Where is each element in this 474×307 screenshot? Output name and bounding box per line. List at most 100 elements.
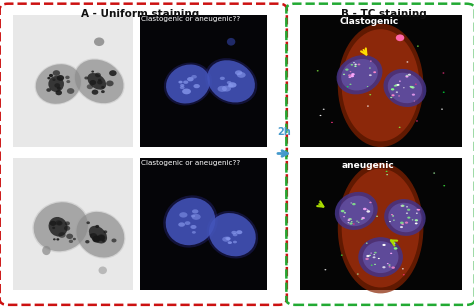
Ellipse shape [48,217,68,237]
Ellipse shape [365,258,369,260]
Ellipse shape [102,239,105,242]
Ellipse shape [369,255,371,256]
Ellipse shape [178,81,182,84]
Ellipse shape [347,219,350,221]
Ellipse shape [383,244,386,246]
Ellipse shape [392,215,394,217]
Ellipse shape [416,120,418,122]
Ellipse shape [209,213,256,256]
Ellipse shape [57,221,63,226]
Ellipse shape [220,77,225,80]
Ellipse shape [90,233,97,239]
Ellipse shape [391,88,394,91]
Ellipse shape [225,237,230,240]
Text: B - TC staining: B - TC staining [341,9,427,19]
Ellipse shape [207,211,258,258]
Ellipse shape [341,59,378,91]
Ellipse shape [193,84,200,88]
Ellipse shape [415,223,418,224]
Ellipse shape [341,255,343,256]
Ellipse shape [405,76,409,78]
Ellipse shape [416,212,418,214]
Ellipse shape [192,209,199,214]
Ellipse shape [228,82,237,87]
Ellipse shape [347,222,349,223]
Ellipse shape [367,106,369,107]
Text: A - Uniform staining: A - Uniform staining [81,9,199,19]
Ellipse shape [228,241,232,244]
Ellipse shape [399,80,401,82]
Ellipse shape [331,122,333,123]
Ellipse shape [392,94,395,96]
Text: Clastogenic: Clastogenic [339,17,399,26]
Ellipse shape [180,86,184,89]
Ellipse shape [106,80,114,86]
Ellipse shape [406,75,409,77]
Ellipse shape [48,76,64,92]
Ellipse shape [441,109,443,110]
Ellipse shape [350,203,352,204]
Ellipse shape [101,90,105,93]
Ellipse shape [236,230,242,234]
Ellipse shape [64,226,70,231]
Ellipse shape [52,227,55,229]
Ellipse shape [348,76,351,78]
Ellipse shape [417,45,419,47]
Ellipse shape [353,223,355,225]
Ellipse shape [84,76,88,80]
Ellipse shape [207,60,255,103]
Ellipse shape [75,60,124,103]
Ellipse shape [231,231,237,234]
Ellipse shape [406,206,408,208]
Ellipse shape [406,212,408,214]
Ellipse shape [73,58,125,104]
Ellipse shape [399,127,401,128]
Ellipse shape [89,226,107,243]
Ellipse shape [56,238,59,240]
Ellipse shape [346,86,348,87]
Ellipse shape [396,34,404,41]
Ellipse shape [400,222,404,224]
Ellipse shape [228,84,233,87]
Ellipse shape [369,94,371,95]
Ellipse shape [388,264,391,266]
Ellipse shape [341,210,345,212]
Ellipse shape [183,80,188,84]
Ellipse shape [237,72,246,78]
Ellipse shape [205,58,257,105]
Ellipse shape [187,77,194,81]
Ellipse shape [34,202,88,251]
Ellipse shape [227,81,231,84]
Ellipse shape [354,65,356,67]
Ellipse shape [92,236,100,243]
Ellipse shape [358,222,360,223]
Ellipse shape [374,264,376,265]
Ellipse shape [366,210,370,213]
Ellipse shape [323,109,325,110]
Bar [300,15,462,147]
Ellipse shape [335,192,378,230]
Text: 2h: 2h [277,126,291,137]
Ellipse shape [352,203,356,205]
Ellipse shape [395,84,398,86]
Ellipse shape [353,62,355,63]
Ellipse shape [401,205,405,207]
Ellipse shape [227,38,235,45]
Ellipse shape [403,274,405,275]
Text: Clastogenic or aneugenic??: Clastogenic or aneugenic?? [141,16,240,22]
Ellipse shape [401,223,404,225]
Ellipse shape [86,221,90,224]
Ellipse shape [394,247,398,250]
Ellipse shape [412,219,413,220]
Ellipse shape [357,64,360,65]
Ellipse shape [374,254,375,255]
Ellipse shape [344,212,346,214]
Ellipse shape [92,235,100,242]
Ellipse shape [191,225,197,229]
Ellipse shape [362,217,365,219]
Ellipse shape [338,163,423,293]
Ellipse shape [373,71,376,73]
Ellipse shape [433,173,435,174]
Ellipse shape [90,80,96,85]
Ellipse shape [337,55,383,94]
